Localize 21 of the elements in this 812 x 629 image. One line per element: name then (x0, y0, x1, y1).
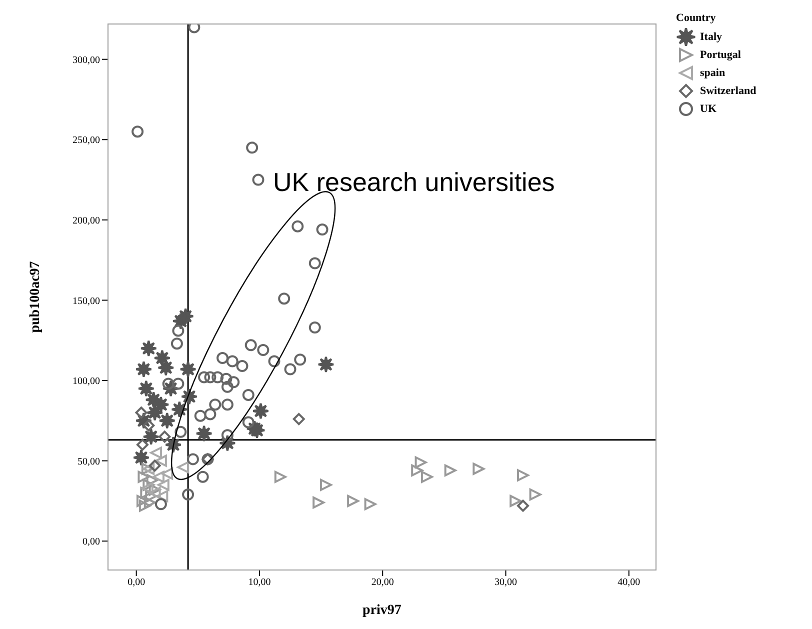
annotation: UK research universities (273, 167, 555, 198)
legend-label: Portugal (700, 49, 741, 61)
y-tick-label: 0,00 (82, 536, 100, 548)
y-tick-label: 50,00 (78, 456, 100, 468)
legend-label: spain (700, 67, 726, 79)
x-axis-title: priv97 (362, 603, 402, 618)
y-tick-label: 200,00 (72, 215, 100, 226)
x-tick-label: 40,00 (618, 577, 640, 588)
legend-label: UK (700, 103, 716, 115)
legend-label: Italy (700, 31, 722, 43)
legend-label: Switzerland (700, 85, 756, 97)
x-tick-label: 30,00 (494, 577, 518, 588)
x-tick-label: 0,00 (128, 577, 146, 588)
y-tick-label: 300,00 (72, 54, 100, 66)
y-tick-label: 150,00 (72, 296, 100, 307)
y-tick-label: 250,00 (72, 135, 100, 146)
legend-title: Country (676, 12, 717, 24)
x-tick-label: 10,00 (248, 577, 271, 588)
y-axis-title: pub100ac97 (28, 261, 43, 333)
y-tick-label: 100,00 (72, 376, 100, 388)
x-tick-label: 20,00 (371, 577, 394, 588)
